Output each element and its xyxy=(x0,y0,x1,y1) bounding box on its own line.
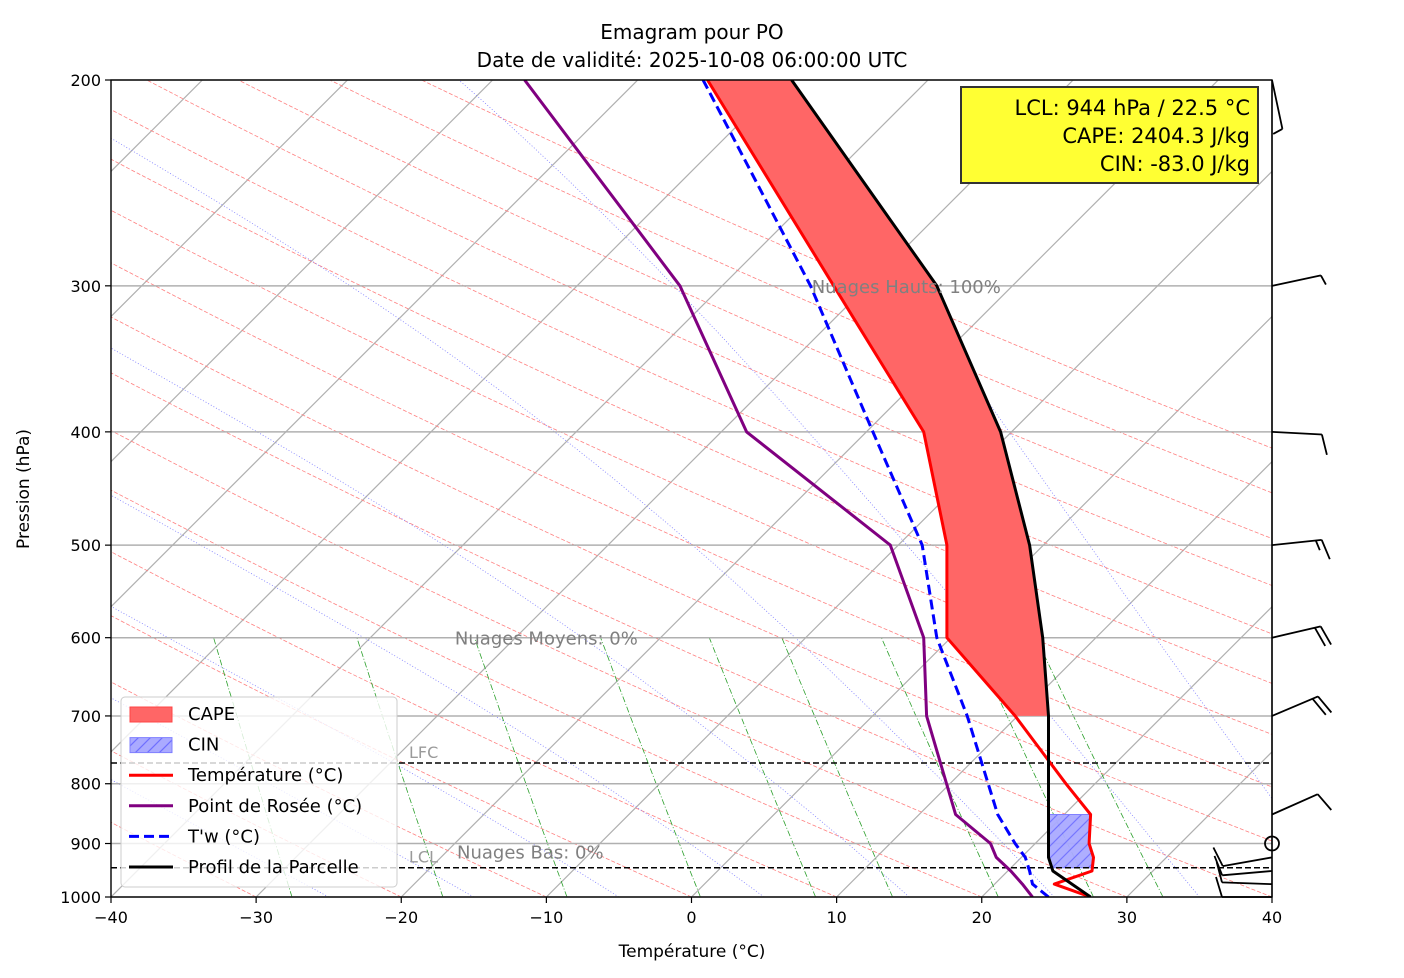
chart-subtitle: Date de validité: 2025-10-08 06:00:00 UT… xyxy=(477,48,908,72)
x-tick-label: 40 xyxy=(1262,908,1282,927)
wind-barb xyxy=(1271,695,1333,717)
x-tick-label: 30 xyxy=(1117,908,1137,927)
series-line-3 xyxy=(790,80,1092,897)
dry-adiabat xyxy=(111,821,257,897)
wind-barb xyxy=(1215,861,1273,886)
skew-line xyxy=(111,80,784,753)
info-cin: CIN: -83.0 J/kg xyxy=(1100,152,1250,176)
wind-barb xyxy=(1271,793,1332,816)
y-tick-label: 700 xyxy=(70,707,101,726)
series-line-1 xyxy=(523,80,1034,897)
dry-adiabat xyxy=(146,80,1272,586)
skew-line xyxy=(981,605,1272,897)
legend-label: Point de Rosée (°C) xyxy=(188,796,362,817)
wind-barb xyxy=(1212,847,1273,867)
legend-label: Température (°C) xyxy=(187,765,343,786)
cloud-labels: Nuages Hauts: 100% Nuages Moyens: 0% Nuage… xyxy=(455,277,1001,864)
y-tick-label: 1000 xyxy=(60,888,101,907)
info-lcl: LCL: 944 hPa / 22.5 °C xyxy=(1015,96,1251,120)
dry-adiabat xyxy=(238,80,1272,539)
cloud-label: Nuages Bas: 0% xyxy=(457,843,604,864)
cin-area xyxy=(1048,814,1095,869)
dry-adiabat xyxy=(111,209,1272,735)
wind-barb xyxy=(1215,876,1272,898)
y-tick-label: 900 xyxy=(70,835,101,854)
x-tick-label: −30 xyxy=(239,908,273,927)
wind-barbs xyxy=(1212,79,1333,898)
mixing-ratio-line xyxy=(600,637,701,897)
wind-barb xyxy=(1271,274,1327,287)
legend-label: CAPE xyxy=(188,704,235,725)
legend-cape-swatch xyxy=(129,706,173,723)
lcl-label: LCL xyxy=(409,848,438,867)
axis-ticks: −40 −30 −20 −10 0 10 20 30 40 200 300 400 500 600 700 8… xyxy=(60,71,1282,927)
x-axis-label: Température (°C) xyxy=(618,942,766,962)
chart-title: Emagram pour PO xyxy=(600,20,783,44)
cloud-label: Nuages Hauts: 100% xyxy=(812,277,1001,298)
legend-label: T'w (°C) xyxy=(187,826,260,847)
x-tick-label: 10 xyxy=(826,908,846,927)
y-tick-label: 500 xyxy=(70,536,101,555)
dry-adiabat xyxy=(111,262,1272,788)
x-tick-label: 0 xyxy=(686,908,696,927)
x-tick-label: −10 xyxy=(529,908,563,927)
legend-label: Profil de la Parcelle xyxy=(188,857,359,878)
y-tick-label: 800 xyxy=(70,775,101,794)
legend: CAPE CIN Température (°C) Point de Rosée (°… xyxy=(120,696,398,888)
skew-line xyxy=(111,80,494,463)
dry-adiabat xyxy=(111,109,1272,635)
y-tick-label: 400 xyxy=(70,423,101,442)
wind-barb xyxy=(1271,79,1284,135)
mixing-ratio-line xyxy=(474,637,568,897)
x-tick-label: −20 xyxy=(384,908,418,927)
cloud-label: Nuages Moyens: 0% xyxy=(455,629,638,650)
wind-barb xyxy=(1271,539,1331,560)
profiles xyxy=(523,80,1095,897)
wind-barb xyxy=(1271,430,1328,456)
legend-cin-swatch xyxy=(129,737,173,754)
lfc-label: LFC xyxy=(409,743,438,762)
skew-line xyxy=(111,80,639,608)
dry-adiabat xyxy=(111,158,1272,684)
y-tick-label: 200 xyxy=(70,71,101,90)
series-line-0 xyxy=(706,80,1095,897)
cape-area xyxy=(707,80,1049,716)
x-tick-label: −40 xyxy=(94,908,128,927)
info-cape: CAPE: 2404.3 J/kg xyxy=(1062,124,1250,148)
cape-cin-areas xyxy=(707,80,1095,869)
info-box: LCL: 944 hPa / 22.5 °C CAPE: 2404.3 J/kg… xyxy=(960,86,1259,184)
mixing-ratio-line xyxy=(356,637,444,897)
skew-line xyxy=(1271,896,1272,897)
mixing-ratio-line xyxy=(708,637,816,897)
wind-barb xyxy=(1271,625,1332,647)
skew-line xyxy=(836,460,1272,897)
legend-label: CIN xyxy=(188,735,219,756)
skew-line xyxy=(111,80,204,173)
y-tick-label: 600 xyxy=(70,629,101,648)
skew-line xyxy=(691,315,1272,897)
skew-line xyxy=(111,80,349,318)
x-tick-label: 20 xyxy=(972,908,992,927)
y-tick-label: 300 xyxy=(70,277,101,296)
series-line-2 xyxy=(701,80,1050,897)
y-axis-label: Pression (hPa) xyxy=(14,429,34,549)
